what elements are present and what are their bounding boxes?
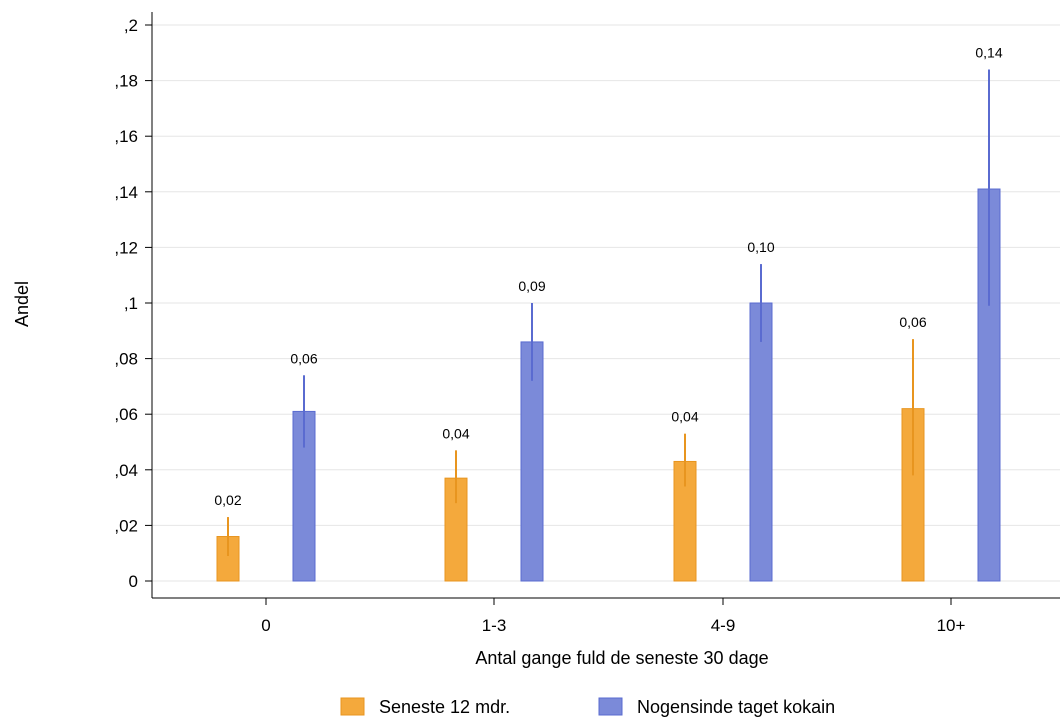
legend-swatch-1 [598, 697, 623, 716]
y-tick-label-2: ,04 [114, 461, 138, 480]
y-tick-label-10: ,2 [124, 16, 138, 35]
data-label-series1-3: 0,14 [975, 44, 1002, 60]
y-tick-label-5: ,1 [124, 294, 138, 313]
y-tick-label-1: ,02 [114, 516, 138, 535]
bars: 0,02 0,04 0,04 0,06 0,06 0,09 0,10 0,14 [214, 44, 1003, 582]
data-label-series1-1: 0,09 [518, 278, 545, 294]
bar-series1-2 [749, 302, 773, 582]
legend-swatch-0 [340, 697, 365, 716]
legend: Seneste 12 mdr. Nogensinde taget kokain [340, 697, 835, 717]
y-tick-label-8: ,16 [114, 127, 138, 146]
data-label-series0-0: 0,02 [214, 492, 241, 508]
y-tick-label-3: ,06 [114, 405, 138, 424]
legend-label-1: Nogensinde taget kokain [637, 697, 835, 717]
legend-label-0: Seneste 12 mdr. [379, 697, 510, 717]
data-label-series0-2: 0,04 [671, 409, 698, 425]
y-tick-label-6: ,12 [114, 238, 138, 257]
data-label-series0-3: 0,06 [899, 314, 926, 330]
data-label-series1-2: 0,10 [747, 239, 774, 255]
x-tick-label-1: 1-3 [482, 616, 507, 635]
y-tick-label-9: ,18 [114, 72, 138, 91]
y-axis-title: Andel [12, 281, 32, 327]
x-tick-label-3: 10+ [937, 616, 966, 635]
x-tick-label-2: 4-9 [711, 616, 736, 635]
y-tick-label-0: 0 [129, 572, 138, 591]
y-tick-label-4: ,08 [114, 350, 138, 369]
y-tick-label-7: ,14 [114, 183, 138, 202]
data-label-series1-0: 0,06 [290, 350, 317, 366]
x-tick-label-0: 0 [261, 616, 270, 635]
x-axis-title: Antal gange fuld de seneste 30 dage [475, 648, 768, 668]
axes: 0,02,04,06,08,1,12,14,16,18,20 1-3 4-9 10+ [114, 12, 1060, 635]
data-label-series0-1: 0,04 [442, 425, 469, 441]
